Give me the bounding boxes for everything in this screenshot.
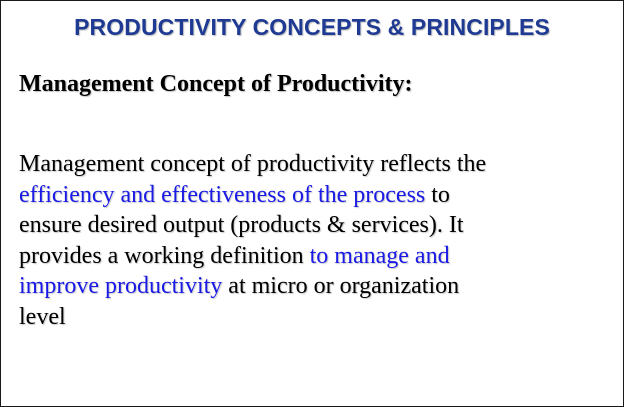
body-text: ensure desired output (products & servic… xyxy=(19,212,464,238)
slide-heading: Management Concept of Productivity: xyxy=(19,71,413,97)
body-line-1: Management concept of productivity refle… xyxy=(19,149,619,180)
body-line-2: efficiency and effectiveness of the proc… xyxy=(19,180,619,211)
body-line-5: improve productivity at micro or organiz… xyxy=(19,271,619,302)
body-text: at micro or organization xyxy=(222,273,460,299)
body-line-6: level xyxy=(19,302,619,333)
body-line-4: provides a working definition to manage … xyxy=(19,241,619,272)
highlighted-phrase-efficiency: efficiency and effectiveness of the proc… xyxy=(19,181,426,208)
highlighted-phrase-improve: improve productivity xyxy=(19,273,223,299)
body-text: provides a working definition xyxy=(19,242,310,269)
slide-body-paragraph: Management concept of productivity refle… xyxy=(19,149,619,332)
body-text: to xyxy=(425,181,450,208)
body-text: Management concept of productivity refle… xyxy=(19,151,487,177)
slide-title: PRODUCTIVITY CONCEPTS & PRINCIPLES xyxy=(74,14,550,40)
highlighted-phrase-manage: to manage and xyxy=(309,242,450,269)
body-text: level xyxy=(19,303,66,330)
body-line-3: ensure desired output (products & servic… xyxy=(19,210,619,241)
